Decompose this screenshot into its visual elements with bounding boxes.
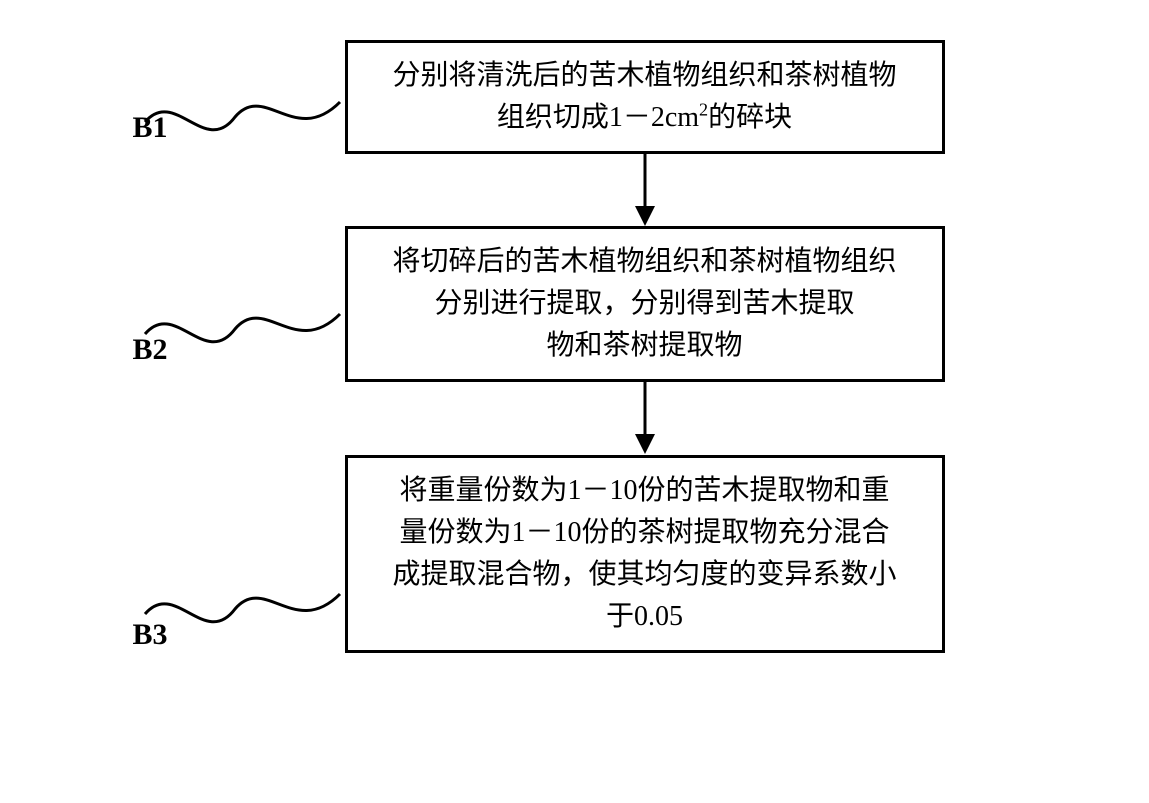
- step-label: B3: [133, 618, 168, 652]
- step-box: 将切碎后的苦木植物组织和茶树植物组织分别进行提取，分别得到苦木提取物和茶树提取物: [345, 226, 945, 382]
- step-box: 分别将清洗后的苦木植物组织和茶树植物组织切成1－2cm2的碎块: [345, 40, 945, 154]
- label-cell: B2: [125, 239, 345, 369]
- arrow-down-icon: [625, 382, 665, 454]
- step-label: B2: [133, 333, 168, 367]
- step-row: B1 分别将清洗后的苦木植物组织和茶树植物组织切成1－2cm2的碎块: [125, 40, 1025, 154]
- arrow-row: [125, 154, 1025, 226]
- step-box: 将重量份数为1－10份的苦木提取物和重量份数为1－10份的茶树提取物充分混合成提…: [345, 455, 945, 653]
- step-row: B3 将重量份数为1－10份的苦木提取物和重量份数为1－10份的茶树提取物充分混…: [125, 454, 1025, 654]
- flowchart-container: B1 分别将清洗后的苦木植物组织和茶树植物组织切成1－2cm2的碎块 B2 将切…: [125, 40, 1025, 654]
- step-text: 分别将清洗后的苦木植物组织和茶树植物组织切成1－2cm2的碎块: [392, 60, 896, 133]
- arrow-row: [125, 382, 1025, 454]
- step-label: B1: [133, 111, 168, 145]
- step-row: B2 将切碎后的苦木植物组织和茶树植物组织分别进行提取，分别得到苦木提取物和茶树…: [125, 226, 1025, 382]
- step-text: 将切碎后的苦木植物组织和茶树植物组织分别进行提取，分别得到苦木提取物和茶树提取物: [392, 246, 896, 361]
- step-text: 将重量份数为1－10份的苦木提取物和重量份数为1－10份的茶树提取物充分混合成提…: [392, 475, 896, 632]
- label-cell: B1: [125, 47, 345, 147]
- arrow-down-icon: [625, 154, 665, 226]
- label-cell: B3: [125, 454, 345, 654]
